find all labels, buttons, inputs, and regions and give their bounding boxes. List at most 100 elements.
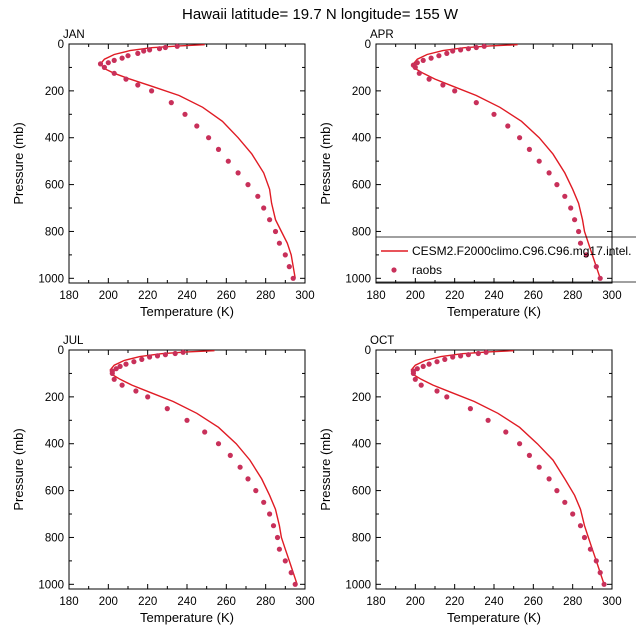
raobs-point [458, 47, 464, 53]
raobs-point [450, 354, 456, 360]
raobs-point [562, 193, 568, 199]
raobs-point [412, 64, 418, 70]
raobs-point [416, 70, 422, 76]
x-tick-label: 300 [295, 290, 314, 302]
raobs-point [101, 64, 107, 70]
raobs-point [235, 170, 241, 176]
y-tick-label: 1000 [345, 273, 371, 285]
y-axis-label: Pressure (mb) [318, 428, 333, 510]
legend-model-label: CESM2.F2000climo.C96.C96.mg17.intel. [412, 244, 631, 258]
raobs-point [570, 511, 576, 517]
raobs-point [123, 361, 129, 367]
x-tick-label: 200 [99, 290, 118, 302]
raobs-point [572, 217, 578, 223]
x-tick-label: 200 [99, 596, 118, 608]
figure-title: Hawaii latitude= 19.7 N longitude= 155 W [182, 6, 459, 23]
raobs-point [227, 452, 233, 458]
raobs-point [587, 546, 594, 552]
panel-label: OCT [370, 335, 394, 347]
raobs-point [458, 353, 464, 359]
model-line [412, 44, 601, 279]
raobs-point [276, 546, 282, 552]
x-tick-label: 260 [524, 290, 543, 302]
panel-label: JUL [63, 335, 84, 347]
raobs-point [184, 417, 190, 423]
raobs-point [290, 275, 296, 281]
plot-frame [68, 349, 306, 590]
y-tick-label: 600 [45, 180, 64, 192]
raobs-point [444, 50, 450, 57]
raobs-point [172, 350, 178, 357]
raobs-point [113, 366, 119, 372]
raobs-point [286, 264, 292, 270]
raobs-point [536, 464, 542, 470]
x-tick-label: 260 [524, 596, 543, 608]
raobs-point [119, 55, 125, 61]
raobs-point [255, 193, 261, 199]
raobs-point [154, 353, 161, 359]
raobs-point [517, 441, 523, 447]
raobs-point [292, 581, 298, 587]
raobs-point [182, 111, 188, 117]
raobs-point [601, 581, 607, 587]
raobs-point [109, 370, 115, 376]
raobs-point [135, 82, 141, 88]
x-tick-label: 240 [484, 290, 503, 302]
y-tick-label: 0 [58, 39, 64, 51]
raobs-point [442, 356, 448, 362]
raobs-point [428, 55, 434, 61]
plot-frame [375, 349, 613, 590]
model-line [99, 44, 296, 279]
raobs-point [485, 417, 491, 423]
x-tick-label: 200 [406, 596, 425, 608]
y-tick-label: 1000 [345, 579, 371, 591]
raobs-point [245, 476, 251, 482]
raobs-point [581, 534, 588, 541]
legend-obs-swatch [391, 267, 397, 273]
raobs-point [215, 441, 222, 447]
y-tick-label: 0 [58, 345, 64, 357]
raobs-point [125, 53, 131, 59]
raobs-point [577, 523, 584, 529]
raobs-point [593, 558, 599, 564]
x-tick-label: 280 [256, 596, 275, 608]
x-tick-label: 240 [177, 596, 196, 608]
model-line [410, 350, 605, 585]
x-tick-label: 220 [138, 290, 157, 302]
y-tick-label: 800 [352, 226, 371, 238]
raobs-point [412, 376, 418, 382]
raobs-point [206, 135, 212, 141]
x-tick-label: 280 [256, 290, 275, 302]
raobs-point [164, 406, 170, 412]
x-tick-label: 220 [445, 290, 464, 302]
raobs-point [450, 48, 456, 54]
x-tick-label: 180 [366, 290, 385, 302]
raobs-point [475, 350, 481, 357]
raobs-point [536, 158, 542, 164]
y-tick-label: 400 [45, 133, 64, 145]
raobs-point [139, 356, 145, 362]
raobs-point [517, 135, 523, 141]
y-tick-label: 600 [45, 486, 64, 498]
panel-jan: 180 200 220 240 260 280 300 0 200 400 600 800 1000 Te… [11, 29, 315, 319]
raobs-point [546, 170, 552, 176]
raobs-point [131, 359, 137, 365]
raobs-point [267, 217, 273, 223]
x-tick-label: 300 [602, 596, 621, 608]
x-tick-label: 260 [217, 596, 236, 608]
raobs-point [141, 48, 147, 54]
raobs-point [526, 146, 533, 152]
x-tick-label: 300 [602, 290, 621, 302]
raobs-point [168, 100, 174, 106]
raobs-point [554, 488, 560, 494]
raobs-point [272, 228, 279, 235]
raobs-point [147, 47, 153, 53]
y-axis-label: Pressure (mb) [11, 122, 26, 204]
x-axis-label: Temperature (K) [140, 610, 234, 625]
raobs-point [562, 499, 568, 505]
raobs-point [434, 388, 440, 394]
legend: CESM2.F2000climo.C96.C96.mg17.intel. raob… [376, 236, 636, 283]
raobs-point [111, 57, 117, 64]
